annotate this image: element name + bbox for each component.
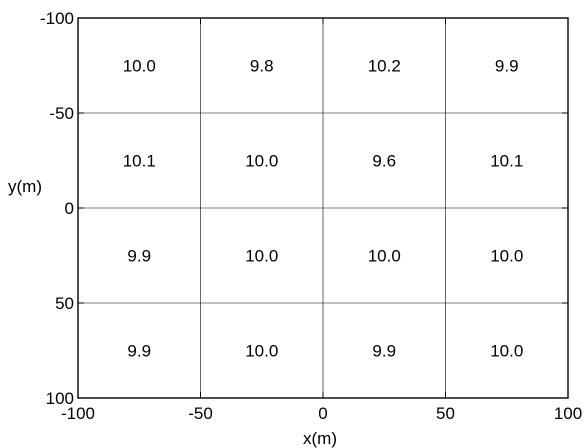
cell-value-label: 10.1 bbox=[490, 152, 523, 171]
y-tick-label: 100 bbox=[46, 389, 74, 408]
cell-values: 10.0 9.8 10.2 9.9 10.1 10.0 9.6 10.1 9.9 10.0 10.0… bbox=[123, 57, 524, 361]
cell-value-label: 9.9 bbox=[372, 342, 396, 361]
cell-value-label: 10.0 bbox=[245, 152, 278, 171]
grid-lines bbox=[78, 18, 568, 398]
x-axis-label: x(m) bbox=[303, 429, 337, 448]
y-tick-label: 0 bbox=[65, 199, 74, 218]
x-tick-label: -50 bbox=[188, 404, 213, 423]
cell-value-label: 10.2 bbox=[368, 57, 401, 76]
cell-value-label: 10.0 bbox=[123, 57, 156, 76]
cell-value-label: 10.1 bbox=[123, 152, 156, 171]
cell-value-label: 9.9 bbox=[127, 342, 151, 361]
cell-value-label: 10.0 bbox=[245, 247, 278, 266]
cell-value-label: 10.0 bbox=[368, 247, 401, 266]
y-tick-label: -100 bbox=[40, 9, 74, 28]
cell-value-label: 10.0 bbox=[490, 247, 523, 266]
y-tick-label: 50 bbox=[55, 294, 74, 313]
cell-value-label: 10.0 bbox=[245, 342, 278, 361]
y-tick-label: -50 bbox=[49, 104, 74, 123]
cell-value-label: 9.6 bbox=[372, 152, 396, 171]
cell-value-label: 9.9 bbox=[495, 57, 519, 76]
x-tick-label: 100 bbox=[554, 404, 582, 423]
cell-value-label: 9.8 bbox=[250, 57, 274, 76]
cell-value-label: 9.9 bbox=[127, 247, 151, 266]
x-tick-label: -100 bbox=[61, 404, 95, 423]
y-axis-label: y(m) bbox=[8, 177, 42, 196]
cell-value-label: 10.0 bbox=[490, 342, 523, 361]
x-tick-label: 0 bbox=[318, 404, 327, 423]
x-tick-label: 50 bbox=[436, 404, 455, 423]
